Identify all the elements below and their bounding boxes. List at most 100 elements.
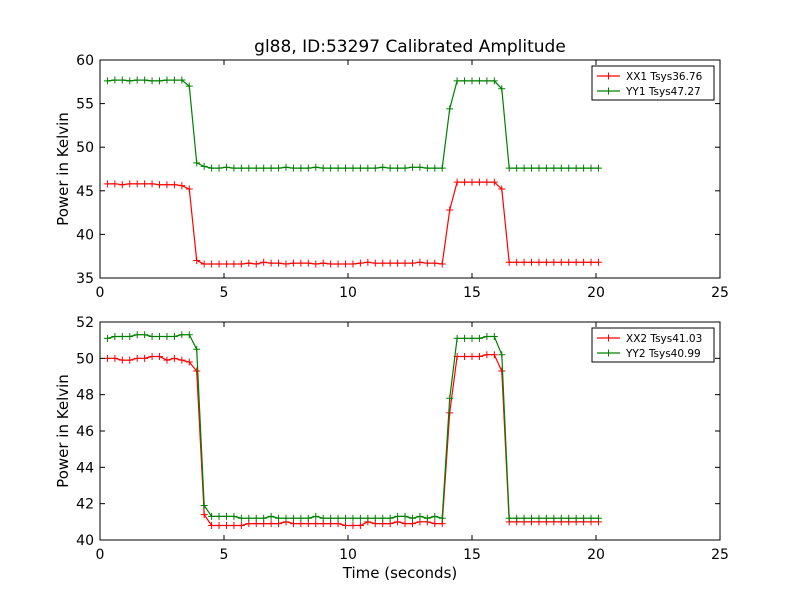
data-point [580, 514, 588, 522]
data-point [453, 334, 461, 342]
data-point [208, 164, 216, 172]
legend-box [591, 327, 715, 363]
x-tick-label: 10 [339, 547, 357, 563]
data-point [371, 514, 379, 522]
data-point [245, 259, 253, 267]
data-point [394, 512, 402, 520]
data-point [193, 367, 201, 375]
data-point [230, 521, 238, 529]
data-point [349, 164, 357, 172]
y-tick-label: 40 [76, 533, 94, 549]
data-point [118, 333, 126, 341]
data-point [535, 258, 543, 266]
data-point [498, 185, 506, 193]
data-point [587, 164, 595, 172]
y-tick-label: 42 [76, 497, 94, 513]
data-point [386, 514, 394, 522]
data-point [475, 77, 483, 85]
y-tick-label: 35 [76, 271, 94, 287]
series-2 [103, 331, 602, 522]
data-point [163, 356, 171, 364]
data-point [490, 351, 498, 359]
data-point [312, 163, 320, 171]
data-point [565, 258, 573, 266]
data-point [490, 333, 498, 341]
data-point [118, 181, 126, 189]
data-point [133, 76, 141, 84]
x-tick-label: 5 [220, 547, 229, 563]
series-1 [103, 178, 602, 268]
data-point [208, 260, 216, 268]
data-point [319, 514, 327, 522]
data-point [170, 76, 178, 84]
data-point [215, 512, 223, 520]
data-point [535, 164, 543, 172]
series-line [107, 181, 599, 265]
data-point [513, 514, 521, 522]
data-point [356, 514, 364, 522]
data-point [282, 260, 290, 268]
data-point [408, 163, 416, 171]
data-point [178, 356, 186, 364]
data-point [542, 514, 550, 522]
data-point [156, 181, 164, 189]
data-point [222, 521, 230, 529]
data-point [178, 182, 186, 190]
legend-entry: XX1 Tsys36.76 [597, 71, 703, 83]
data-point [200, 260, 208, 268]
data-point [156, 353, 164, 361]
data-point [587, 514, 595, 522]
data-point [431, 259, 439, 267]
data-point [513, 164, 521, 172]
x-tick-label: 15 [463, 547, 481, 563]
data-point [327, 260, 335, 268]
legend-marker [605, 72, 612, 80]
data-point [349, 260, 357, 268]
data-point [557, 258, 565, 266]
data-point [550, 258, 558, 266]
data-point [126, 356, 134, 364]
data-point [334, 514, 342, 522]
y-axis-label: Power in Kelvin [54, 374, 72, 488]
data-point [505, 258, 513, 266]
data-point [193, 345, 201, 353]
data-point [237, 164, 245, 172]
data-point [520, 514, 528, 522]
data-point [483, 178, 491, 186]
data-point [252, 164, 260, 172]
y-axis-label: Power in Kelvin [54, 112, 72, 226]
y-tick-label: 44 [76, 460, 94, 476]
data-point [193, 159, 201, 167]
data-point [275, 164, 283, 172]
data-point [572, 514, 580, 522]
data-point [200, 162, 208, 170]
data-point [580, 164, 588, 172]
data-point [260, 514, 268, 522]
data-point [505, 514, 513, 522]
data-point [170, 333, 178, 341]
data-point [394, 259, 402, 267]
data-point [468, 353, 476, 361]
data-point [594, 164, 602, 172]
chart-title: gl88, ID:53297 Calibrated Amplitude [254, 37, 566, 57]
data-point [498, 367, 506, 375]
data-point [528, 514, 536, 522]
data-point [364, 514, 372, 522]
series-line [107, 334, 599, 519]
data-point [185, 185, 193, 193]
data-point [594, 258, 602, 266]
data-point [304, 259, 312, 267]
data-point [498, 351, 506, 359]
data-point [423, 259, 431, 267]
data-point [312, 260, 320, 268]
x-tick-label: 20 [587, 547, 605, 563]
data-point [557, 514, 565, 522]
data-point [416, 512, 424, 520]
data-point [580, 258, 588, 266]
data-point [520, 258, 528, 266]
x-tick-label: 20 [587, 285, 605, 301]
x-axis-label: Time (seconds) [342, 564, 458, 582]
data-point [468, 334, 476, 342]
data-point [468, 77, 476, 85]
